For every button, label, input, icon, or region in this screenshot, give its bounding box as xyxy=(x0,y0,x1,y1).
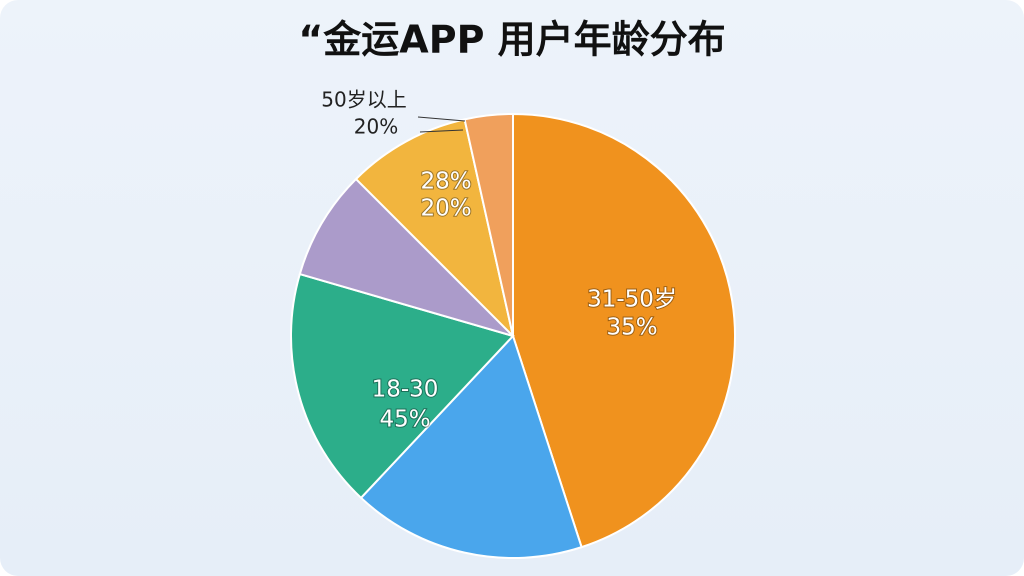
pie-slice xyxy=(463,112,514,337)
leader-line xyxy=(419,129,464,133)
slice-label: 28% xyxy=(420,169,471,195)
pie-slice xyxy=(290,272,515,500)
pie-slice xyxy=(298,177,514,337)
slice-label: 35% xyxy=(606,315,657,341)
slice-label: 45% xyxy=(379,407,430,433)
chart-title: “金运APP 用户年龄分布 xyxy=(298,18,725,62)
pie-slice xyxy=(359,334,583,559)
slice-label: 20% xyxy=(354,115,398,139)
slice-label: 50岁以上 xyxy=(321,88,406,112)
slice-label: 20% xyxy=(420,196,471,222)
slice-label: 18-30 xyxy=(372,377,439,403)
leader-line xyxy=(417,116,466,122)
pie-slice xyxy=(512,112,736,549)
slice-label: 31-50岁 xyxy=(587,287,677,313)
